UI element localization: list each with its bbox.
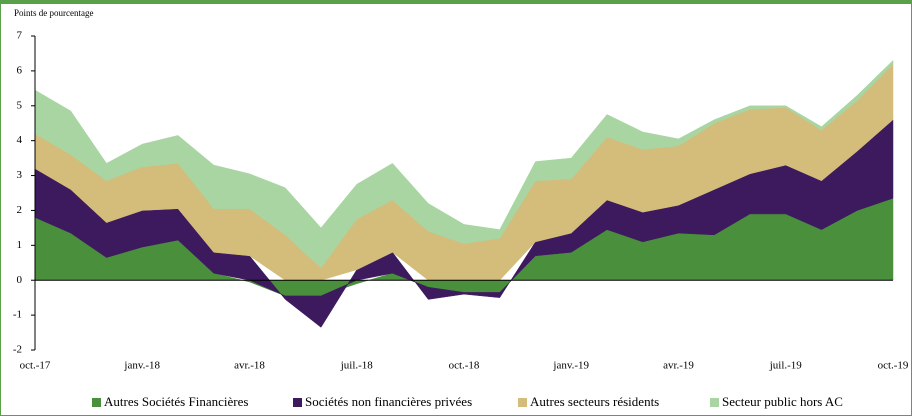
y-tick-label: -2 — [13, 344, 22, 356]
area — [34, 119, 894, 328]
x-tick-label: avr.-18 — [234, 360, 265, 372]
y-tick-label: 5 — [17, 99, 23, 111]
y-tick-label: 2 — [17, 204, 23, 216]
x-tick-label: avr.-19 — [663, 360, 694, 372]
y-tick-label: 4 — [17, 134, 23, 146]
x-tick-label: oct.-17 — [20, 360, 51, 372]
legend-label: Secteur public hors AC — [722, 394, 843, 409]
top-bar — [0, 0, 912, 4]
y-tick-label: 7 — [17, 30, 23, 42]
y-tick-label: -1 — [13, 309, 22, 321]
x-tick-label: oct.-19 — [878, 360, 909, 372]
legend-swatch — [710, 398, 719, 407]
y-tick-label: 1 — [17, 239, 23, 251]
area — [34, 59, 894, 269]
legend-label: Autres secteurs résidents — [530, 394, 659, 409]
y-tick-label: 6 — [17, 64, 23, 76]
y-tick-label: 0 — [17, 274, 23, 286]
x-tick-label: janv.-19 — [552, 360, 589, 372]
legend-label: Autres Sociétés Financières — [104, 394, 248, 409]
x-tick-label: juil.-19 — [769, 360, 803, 372]
x-tick-label: oct.-18 — [449, 360, 480, 372]
x-tick-label: juil.-18 — [340, 360, 374, 372]
legend-swatch — [293, 398, 302, 407]
legend-label: Sociétés non financières privées — [305, 394, 472, 409]
x-tick-label: janv.-18 — [123, 360, 160, 372]
legend-swatch — [92, 398, 101, 407]
legend-swatch — [518, 398, 527, 407]
y-tick-label: 3 — [17, 169, 23, 181]
y-axis-label: Points de pourcentage — [14, 8, 93, 18]
